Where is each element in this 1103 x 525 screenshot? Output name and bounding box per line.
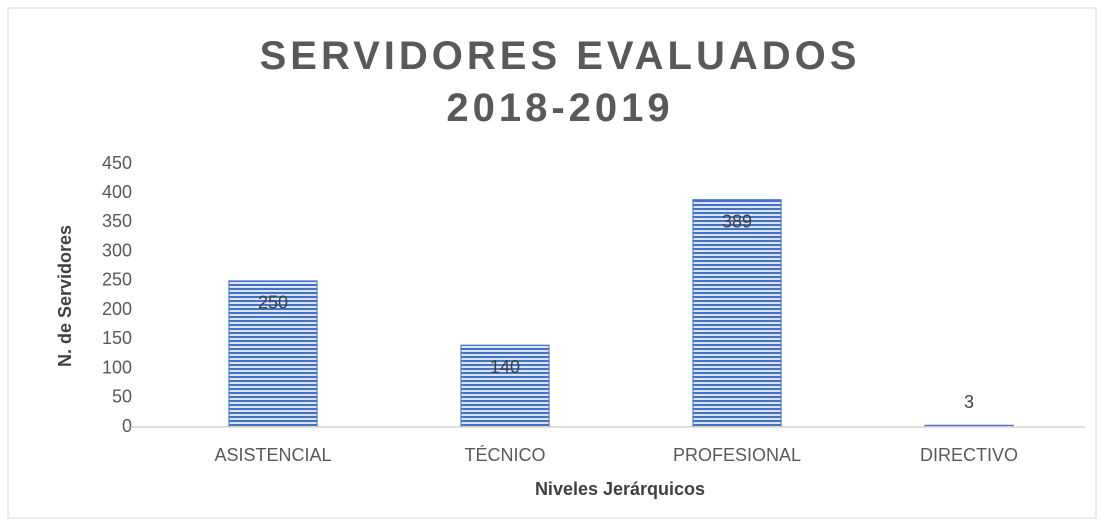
y-tick-label: 50 — [112, 387, 132, 407]
y-tick-label: 200 — [102, 299, 132, 319]
y-tick-label: 100 — [102, 357, 132, 377]
data-label: 3 — [964, 392, 974, 412]
data-label: 250 — [258, 293, 288, 313]
y-tick-label: 350 — [102, 211, 132, 231]
data-label: 389 — [722, 211, 752, 231]
x-axis-title: Niveles Jerárquicos — [535, 479, 705, 499]
y-tick-label: 300 — [102, 240, 132, 260]
y-tick-label: 400 — [102, 182, 132, 202]
y-axis-title: N. de Servidores — [55, 225, 75, 367]
y-tick-label: 450 — [102, 153, 132, 173]
y-tick-label: 250 — [102, 270, 132, 290]
x-tick-label: DIRECTIVO — [920, 445, 1018, 465]
y-tick-label: 0 — [122, 416, 132, 436]
chart-title: SERVIDORES EVALUADOS 2018-2019 — [259, 34, 861, 130]
x-tick-label: TÉCNICO — [465, 445, 546, 465]
data-label: 140 — [490, 357, 520, 377]
x-tick-label: ASISTENCIAL — [214, 445, 331, 465]
bar — [692, 199, 782, 428]
y-tick-label: 150 — [102, 328, 132, 348]
bar — [228, 280, 318, 428]
chart-border — [7, 7, 1097, 519]
x-tick-label: PROFESIONAL — [673, 445, 801, 465]
